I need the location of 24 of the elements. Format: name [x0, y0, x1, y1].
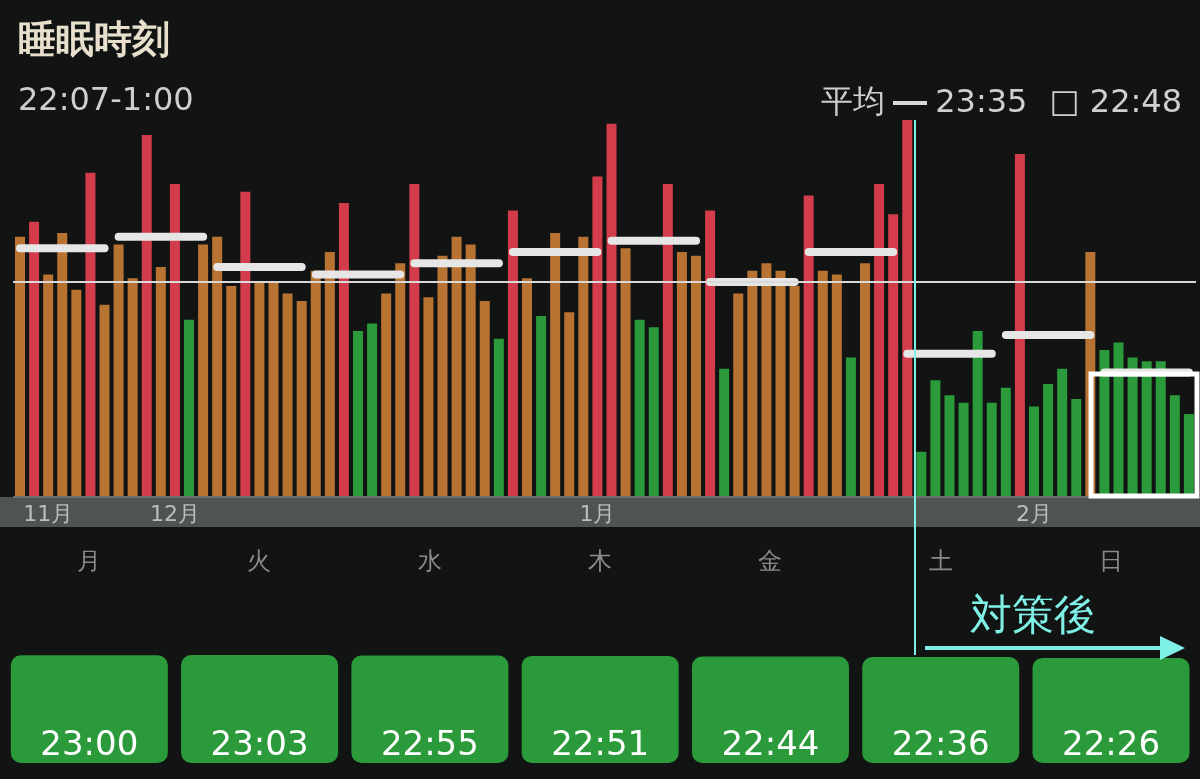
x-tick-label: 土 [928, 547, 953, 575]
data-label: 22:44 [721, 723, 820, 763]
data-label: 23:00 [40, 723, 139, 763]
x-tick-label: 月 [77, 547, 102, 575]
x-tick-label: 水 [417, 547, 442, 575]
text: 対策後 [970, 590, 1096, 639]
x-tick-label: 12月 [149, 500, 200, 526]
annotation: □ 22:48 [1049, 82, 1182, 120]
x-tick-label: 金 [758, 547, 783, 575]
data-label: 22:51 [551, 723, 650, 763]
data-label: 22:55 [380, 723, 479, 763]
x-tick-label: 日 [1098, 547, 1123, 575]
annotation: 23:35 [935, 82, 1028, 120]
data-label: 23:03 [210, 723, 309, 763]
legend-label: 平均 [821, 82, 886, 120]
x-tick-label: 2月 [1016, 500, 1053, 526]
x-tick-label: 11月 [23, 500, 74, 526]
data-label: 22:26 [1062, 723, 1161, 763]
x-tick-label: 木 [588, 547, 612, 575]
data-label: 22:36 [891, 723, 990, 763]
chart-subtitle: 22:07-1:00 [18, 80, 194, 118]
chart-title: 睡眠時刻 [18, 16, 170, 63]
x-tick-label: 火 [247, 547, 272, 575]
x-tick-label: 1月 [579, 500, 616, 526]
